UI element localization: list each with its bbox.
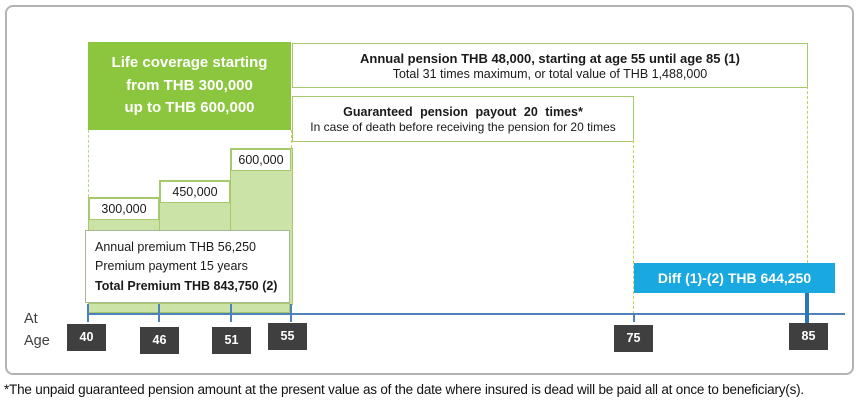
timeline-axis (88, 313, 845, 315)
coverage-step-label-600000: 600,000 (231, 149, 291, 171)
tick-age-46 (158, 304, 160, 322)
tick-age-75 (633, 313, 635, 322)
premium-info-box: Annual premium THB 56,250 Premium paymen… (85, 230, 290, 303)
age-chip-51: 51 (212, 327, 251, 354)
life-coverage-callout: Life coverage starting from THB 300,000 … (88, 42, 291, 130)
coverage-step-label-450000: 450,000 (160, 181, 230, 203)
age-chip-85: 85 (789, 323, 828, 350)
annual-pension-callout: Annual pension THB 48,000, starting at a… (292, 43, 808, 88)
axis-label-at-age: At Age (24, 309, 50, 353)
age-chip-46: 46 (140, 327, 179, 354)
life-coverage-line1: Life coverage starting (111, 54, 268, 72)
life-coverage-line2: from THB 300,000 (126, 76, 253, 94)
dropline-age-75 (633, 140, 634, 314)
premium-total: Total Premium THB 843,750 (2) (95, 278, 278, 293)
dropline-age-40 (88, 130, 89, 197)
age-chip-40: 40 (67, 324, 106, 351)
life-coverage-line3: up to THB 600,000 (124, 99, 255, 117)
guaranteed-pension-title: Guaranteed pension payout 20 times* (343, 104, 583, 119)
tick-age-51 (230, 304, 232, 322)
premium-payment-years: Premium payment 15 years (95, 259, 248, 274)
age-chip-55: 55 (268, 323, 307, 350)
guaranteed-pension-callout: Guaranteed pension payout 20 times* In c… (292, 96, 634, 142)
axis-label-at: At (24, 311, 38, 327)
tick-age-55 (290, 304, 292, 322)
diff-callout: Diff (1)-(2) THB 644,250 (634, 263, 835, 293)
premium-annual: Annual premium THB 56,250 (95, 240, 256, 254)
annual-pension-subtitle: Total 31 times maximum, or total value o… (392, 66, 708, 81)
dropline-age-85 (807, 86, 808, 263)
guaranteed-pension-subtitle: In case of death before receiving the pe… (310, 119, 616, 134)
footnote: *The unpaid guaranteed pension amount at… (4, 382, 804, 397)
axis-label-age: Age (24, 332, 50, 349)
annual-pension-title: Annual pension THB 48,000, starting at a… (360, 50, 740, 66)
tick-age-40 (87, 304, 89, 322)
premium-period-band (88, 303, 290, 313)
coverage-step-label-300000: 300,000 (89, 198, 159, 220)
diff-connector-line (805, 293, 809, 324)
age-chip-75: 75 (614, 325, 653, 352)
